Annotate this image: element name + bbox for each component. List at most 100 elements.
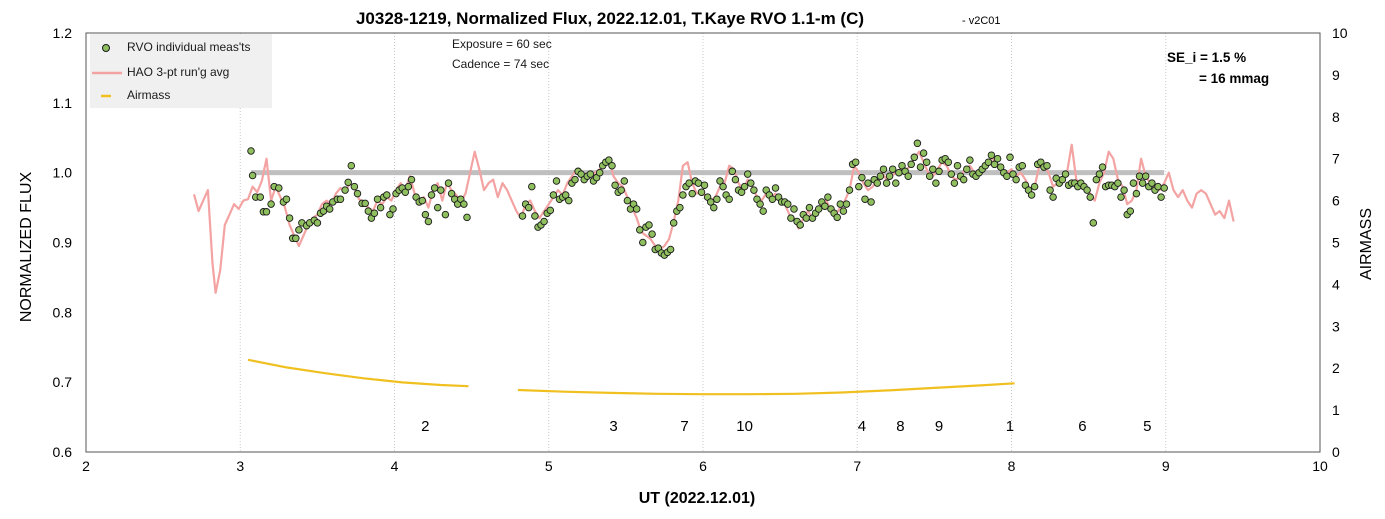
data-point	[361, 199, 369, 208]
y2-tick-label: 1	[1332, 402, 1340, 418]
data-point	[750, 186, 758, 194]
data-point	[990, 160, 999, 169]
data-point	[824, 193, 832, 201]
data-point	[292, 234, 300, 243]
data-point	[325, 205, 334, 213]
data-point	[790, 205, 798, 213]
y-tick-label: 0.9	[53, 235, 73, 251]
x-tick-label: 9	[1162, 458, 1170, 474]
data-point	[262, 208, 271, 216]
data-point	[595, 168, 604, 177]
data-point	[1141, 172, 1150, 180]
data-point	[313, 219, 322, 227]
data-point	[1148, 179, 1156, 187]
data-point	[383, 191, 391, 199]
y2-tick-label: 2	[1332, 360, 1340, 376]
data-point	[552, 177, 561, 185]
legend-line-icon	[101, 94, 111, 98]
x-tick-label: 10	[1312, 458, 1328, 474]
se-note-line1: SE_i = 1.5 %	[1167, 50, 1247, 65]
data-point	[737, 188, 746, 196]
data-point	[424, 217, 433, 226]
data-point	[1157, 193, 1165, 201]
data-point	[1049, 193, 1057, 201]
data-point	[984, 158, 993, 166]
x-tick-label: 6	[699, 458, 707, 474]
data-point	[855, 182, 863, 191]
measurement-points-group	[247, 139, 1168, 259]
data-point	[842, 200, 851, 208]
data-point	[679, 191, 687, 199]
data-point	[768, 195, 777, 203]
data-point	[719, 182, 727, 191]
data-point	[839, 207, 848, 215]
y-tick-label: 1.2	[53, 25, 73, 41]
data-point	[885, 172, 894, 180]
y-tick-label: 0.8	[53, 304, 73, 320]
airmass-line	[517, 382, 1015, 396]
data-point	[947, 170, 956, 178]
data-point	[706, 198, 715, 206]
data-point	[608, 161, 616, 170]
data-point	[876, 172, 885, 180]
data-point	[700, 181, 709, 189]
tick-labels: 2 3 4 5 6 7 8 9 10 0.6 0.7 0.8 0.9 1.0 1.1 1.2 0 1 2 3 4 5 6 7 8…	[53, 25, 1348, 474]
legend-item-airmass: Airmass	[90, 86, 272, 106]
legend-label-measurements: RVO individual meas'ts	[127, 40, 251, 54]
data-point	[1120, 186, 1128, 194]
data-point	[805, 203, 814, 212]
data-point	[256, 193, 265, 201]
data-point	[879, 165, 888, 173]
data-point	[694, 179, 703, 187]
data-point	[987, 151, 996, 159]
marker-label: 5	[1143, 418, 1151, 435]
data-point	[282, 195, 291, 203]
data-point	[1006, 153, 1014, 162]
data-point	[623, 196, 632, 205]
marker-label: 6	[1078, 418, 1086, 435]
data-point	[639, 238, 647, 247]
data-point	[759, 207, 767, 215]
data-point	[518, 212, 527, 220]
se-note-line2: = 16 mmag	[1199, 71, 1270, 86]
data-point	[648, 230, 656, 238]
x-tick-label: 3	[236, 458, 244, 474]
data-point	[895, 168, 903, 177]
data-point	[867, 198, 875, 206]
data-point	[771, 184, 780, 192]
legend-item-running-average: HAO 3-pt run'g avg	[90, 63, 272, 83]
y2-tick-label: 8	[1332, 109, 1340, 125]
data-point	[571, 175, 579, 184]
data-point	[1030, 182, 1039, 191]
data-point	[710, 203, 718, 212]
data-point	[910, 153, 919, 162]
plot-frame	[85, 32, 1321, 453]
x-tick-label: 8	[1008, 458, 1016, 474]
x-tick-label: 5	[545, 458, 553, 474]
data-point	[669, 219, 678, 227]
data-point	[636, 226, 644, 234]
data-point	[756, 200, 764, 208]
data-point	[427, 191, 436, 199]
data-point	[1003, 172, 1011, 180]
marker-label: 7	[680, 418, 688, 435]
data-point	[953, 161, 962, 170]
marker-label: 9	[935, 418, 943, 435]
data-point	[814, 205, 823, 213]
y2-tick-label: 9	[1332, 67, 1340, 83]
data-point	[341, 186, 349, 194]
data-point	[929, 165, 937, 173]
data-point	[1043, 161, 1051, 170]
data-point	[861, 195, 869, 203]
data-point	[913, 139, 922, 148]
data-point	[676, 203, 684, 212]
data-point	[784, 200, 792, 208]
data-point	[944, 158, 953, 166]
data-point	[437, 186, 445, 194]
marker-label: 4	[858, 418, 866, 435]
data-point	[1126, 207, 1135, 215]
data-point	[666, 245, 675, 254]
data-point	[864, 179, 872, 187]
legend-line-icon	[92, 71, 122, 75]
y2-axis-label: AIRMASS	[1358, 208, 1375, 280]
